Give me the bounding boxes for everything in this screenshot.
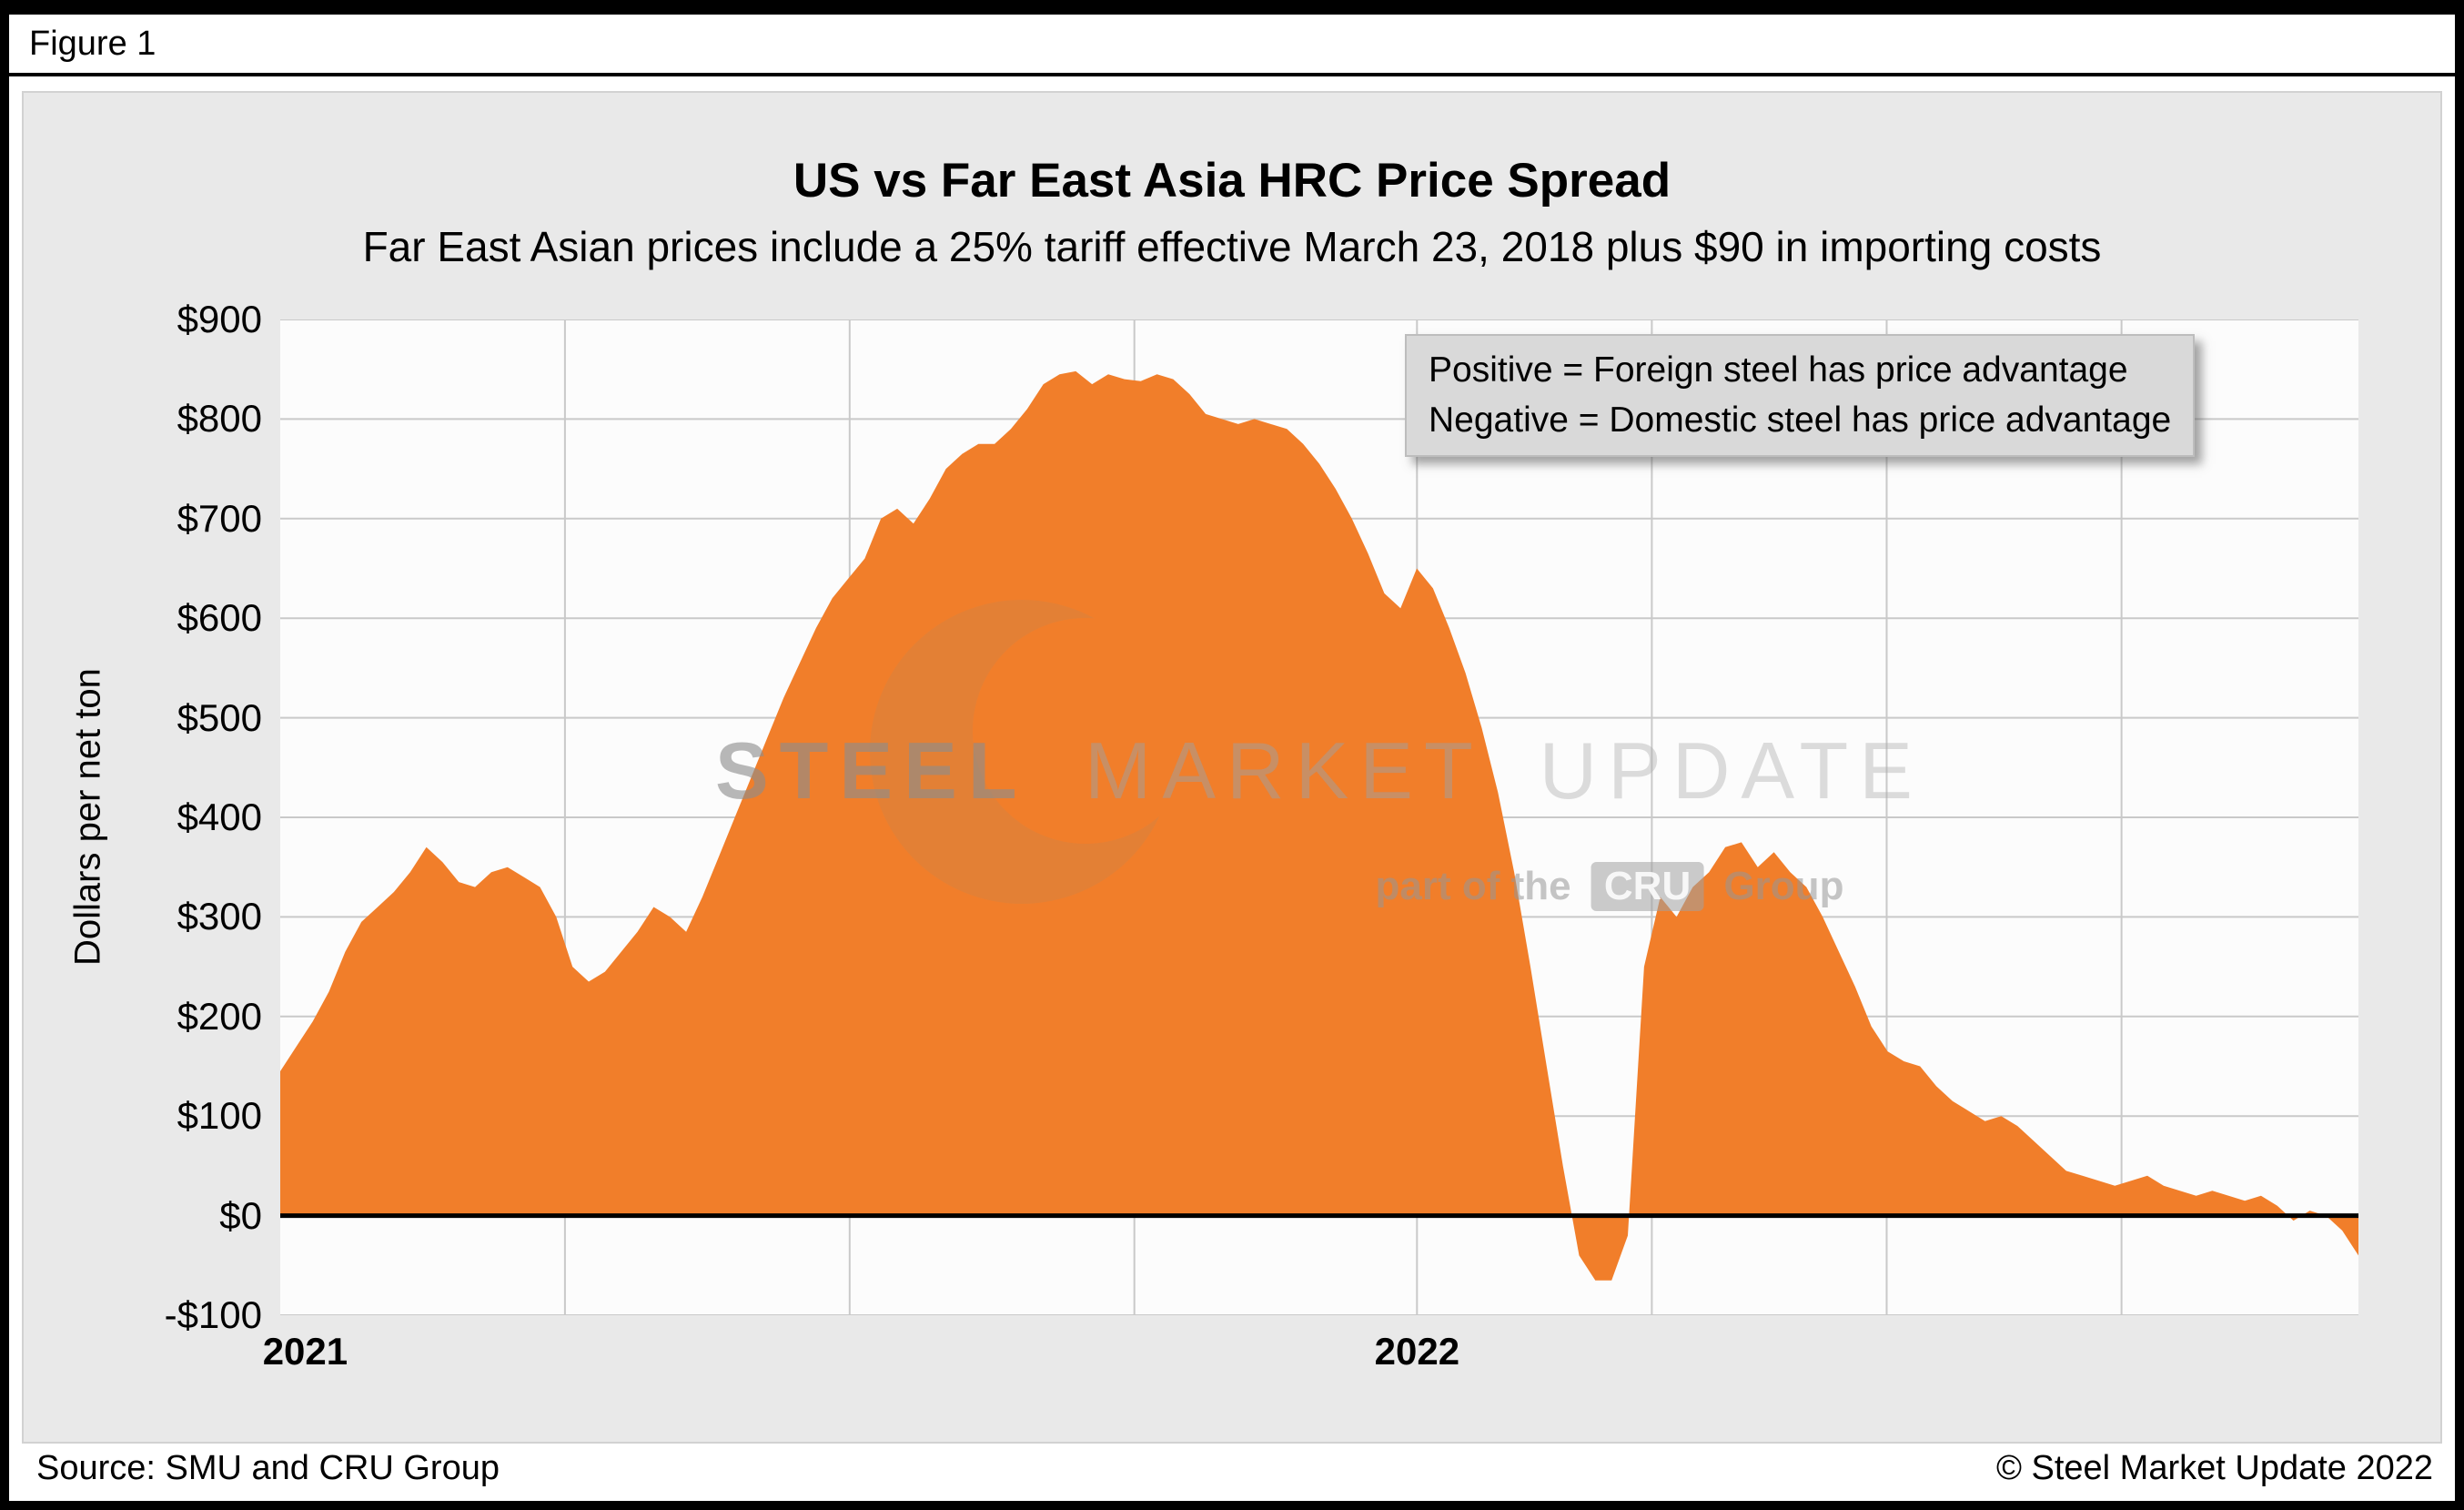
annotation-line-positive: Positive = Foreign steel has price advan…: [1429, 350, 2128, 390]
chart-title: US vs Far East Asia HRC Price Spread: [793, 154, 1671, 208]
footer: Source: SMU and CRU Group © Steel Market…: [36, 1449, 2433, 1488]
annotation-box: Positive = Foreign steel has price advan…: [1405, 334, 2196, 457]
x-axis-ticks: 2021 2022: [263, 1330, 2358, 1384]
y-tick-label: $200: [177, 994, 262, 1038]
plot-area: STEEL MARKET UPDATE part of the CRU Grou…: [280, 319, 2358, 1315]
figure-inner: Figure 1 US vs Far East Asia HRC Price S…: [9, 15, 2455, 1501]
area-series: [280, 370, 2358, 1281]
y-tick-label: $900: [177, 298, 262, 340]
figure-label: Figure 1: [29, 24, 157, 63]
y-axis-ticks: $900 $800 $700 $600 $500 $400 $300 $200 $100 $0 -$…: [24, 298, 262, 1336]
x-tick-label: 2021: [262, 1330, 348, 1373]
figure-caption-bar: Figure 1: [9, 15, 2455, 76]
y-tick-label: $300: [177, 895, 262, 938]
chart-subtitle: Far East Asian prices include a 25% tari…: [362, 223, 2102, 270]
y-tick-label: $100: [177, 1094, 262, 1138]
watermark-crescent-icon: [870, 600, 1174, 904]
y-tick-label: -$100: [164, 1293, 262, 1336]
x-tick-label: 2022: [1374, 1330, 1460, 1373]
annotation-line-negative: Negative = Domestic steel has price adva…: [1429, 400, 2172, 441]
copyright-note: © Steel Market Update 2022: [1995, 1449, 2433, 1487]
y-tick-label: $500: [177, 695, 262, 739]
chart-panel: US vs Far East Asia HRC Price Spread Far…: [22, 91, 2442, 1444]
y-tick-label: $0: [219, 1193, 262, 1237]
plot-svg: [280, 319, 2358, 1315]
y-tick-label: $400: [177, 796, 262, 838]
y-tick-label: $700: [177, 496, 262, 540]
y-tick-label: $800: [177, 397, 262, 441]
source-note: Source: SMU and CRU Group: [36, 1449, 500, 1487]
y-tick-label: $600: [177, 596, 262, 640]
